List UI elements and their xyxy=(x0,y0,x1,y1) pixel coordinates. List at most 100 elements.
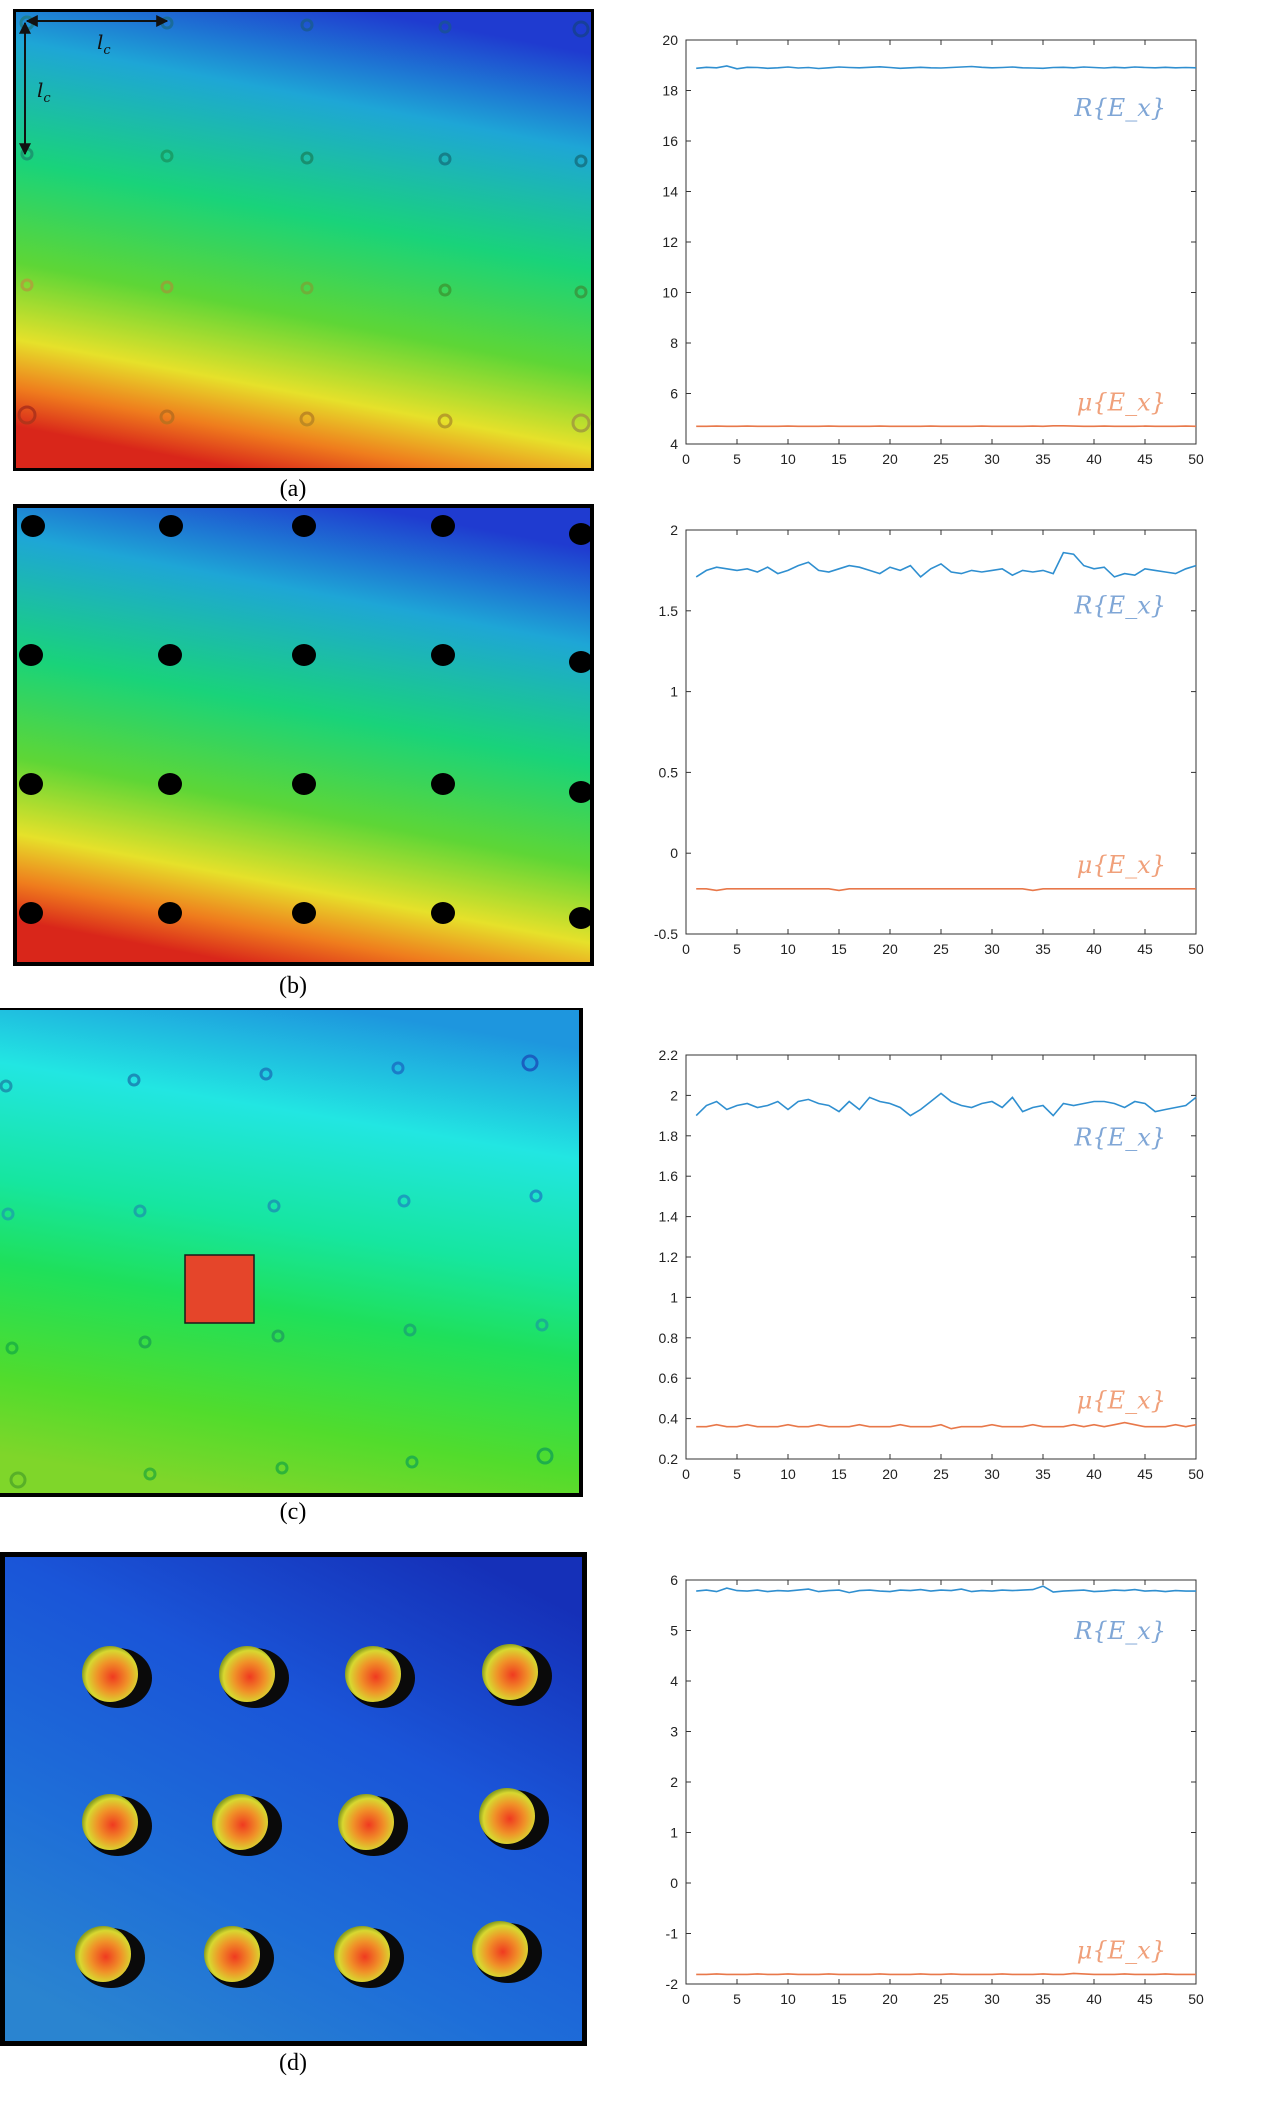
y-tick-label: 10 xyxy=(662,285,678,301)
y-tick-label: 1.6 xyxy=(659,1168,679,1184)
y-tick-label: 1.8 xyxy=(659,1128,679,1144)
x-tick-label: 50 xyxy=(1188,941,1204,957)
y-tick-label: 0.4 xyxy=(659,1411,679,1427)
x-tick-label: 20 xyxy=(882,1466,898,1482)
dome-markers-d xyxy=(75,1644,552,1988)
y-tick-label: 1.5 xyxy=(659,603,679,619)
y-tick-label: 1 xyxy=(670,684,678,700)
series-mu-line xyxy=(696,887,1196,892)
y-tick-label: 0.5 xyxy=(659,764,679,780)
y-tick-label: 16 xyxy=(662,133,678,149)
x-tick-label: 5 xyxy=(733,1466,741,1482)
x-tick-label: 25 xyxy=(933,1991,949,2007)
x-tick-label: 50 xyxy=(1188,1466,1204,1482)
x-tick-label: 25 xyxy=(933,451,949,467)
line-chart-d: 0 5 10 15 20 25 30 35 40 45 50 -2 -1 0 1 2 3 4 5 6 R{E_x} μ{E… xyxy=(630,1560,1240,2020)
x-tick-label: 40 xyxy=(1086,941,1102,957)
x-tick-label: 40 xyxy=(1086,451,1102,467)
y-tick-label: 0.2 xyxy=(659,1451,679,1467)
x-tick-label: 15 xyxy=(831,1466,847,1482)
x-tick-label: 5 xyxy=(733,1991,741,2007)
x-tick-label: 10 xyxy=(780,451,796,467)
y-tick-label: 3 xyxy=(670,1724,678,1740)
x-tick-label: 50 xyxy=(1188,1991,1204,2007)
y-tick-label: 0.6 xyxy=(659,1370,679,1386)
x-tick-label: 35 xyxy=(1035,1991,1051,2007)
series-R-label: R{E_x} xyxy=(1073,94,1166,122)
y-tick-label: 5 xyxy=(670,1623,678,1639)
dot-markers-b xyxy=(19,515,593,929)
y-tick-label: 2 xyxy=(670,522,678,538)
y-tick-label: 4 xyxy=(670,1673,678,1689)
x-tick-label: 15 xyxy=(831,1991,847,2007)
line-chart-a: 0 5 10 15 20 25 30 35 40 45 50 4 6 8 10 12 14 16 18 20 R{E_x… xyxy=(630,20,1240,480)
x-tick-label: 20 xyxy=(882,451,898,467)
x-tick-label: 10 xyxy=(780,941,796,957)
y-tick-label: 6 xyxy=(670,1572,678,1588)
x-tick-label: 45 xyxy=(1137,941,1153,957)
line-chart-c: 0 5 10 15 20 25 30 35 40 45 50 0.2 0.4 0.6 0.8 1 1.2 1.4 1… xyxy=(630,1035,1240,1495)
x-tick-label: 20 xyxy=(882,941,898,957)
series-R-line xyxy=(695,551,1197,578)
x-tick-label: 25 xyxy=(933,1466,949,1482)
y-tick-label: 1 xyxy=(670,1825,678,1841)
caption-c: (c) xyxy=(279,1499,307,1525)
x-tick-label: 30 xyxy=(984,451,1000,467)
x-tick-label: 0 xyxy=(682,941,690,957)
y-tick-label: 1.4 xyxy=(659,1209,679,1225)
x-tick-label: 25 xyxy=(933,941,949,957)
x-tick-label: 5 xyxy=(733,451,741,467)
caption-d: (d) xyxy=(279,2050,307,2076)
series-mu-label: μ{E_x} xyxy=(1077,851,1166,879)
y-tick-label: 1 xyxy=(670,1289,678,1305)
x-tick-label: 35 xyxy=(1035,451,1051,467)
y-tick-label: 1.2 xyxy=(659,1249,679,1265)
series-mu-line xyxy=(696,424,1197,428)
heatmap-a: lc lc xyxy=(13,9,594,471)
x-tick-label: 10 xyxy=(780,1991,796,2007)
x-tick-label: 0 xyxy=(682,1466,690,1482)
series-R-line xyxy=(696,1585,1196,1594)
x-tick-label: 40 xyxy=(1086,1466,1102,1482)
y-tick-label: 0.8 xyxy=(659,1330,679,1346)
x-tick-label: 30 xyxy=(984,1466,1000,1482)
y-tick-label: 2.2 xyxy=(659,1047,679,1063)
y-tick-label: 18 xyxy=(662,83,678,99)
y-tick-label: 0 xyxy=(670,845,678,861)
x-tick-label: 15 xyxy=(831,451,847,467)
y-tick-label: 8 xyxy=(670,335,678,351)
heatmap-b xyxy=(13,504,594,966)
x-tick-label: 35 xyxy=(1035,1466,1051,1482)
heatmap-d xyxy=(0,1552,587,2046)
x-tick-label: 0 xyxy=(682,451,690,467)
plot-frame xyxy=(685,39,1197,445)
y-tick-label: -0.5 xyxy=(654,926,678,942)
y-tick-label: 6 xyxy=(670,386,678,402)
series-R-label: R{E_x} xyxy=(1073,1617,1166,1645)
series-mu-label: μ{E_x} xyxy=(1077,1387,1166,1415)
x-tick-label: 35 xyxy=(1035,941,1051,957)
series-R-line xyxy=(695,1092,1197,1117)
series-R-label: R{E_x} xyxy=(1073,1123,1166,1151)
y-tick-label: 12 xyxy=(662,234,678,250)
series-mu-label: μ{E_x} xyxy=(1077,388,1166,416)
series-R-line xyxy=(696,65,1197,70)
x-tick-label: 45 xyxy=(1137,1466,1153,1482)
caption-b: (b) xyxy=(279,973,307,999)
ring-markers-a xyxy=(17,15,591,433)
caption-a: (a) xyxy=(279,476,307,502)
x-tick-label: 50 xyxy=(1188,451,1204,467)
x-tick-label: 15 xyxy=(831,941,847,957)
y-tick-label: 14 xyxy=(662,184,678,200)
x-tick-label: 10 xyxy=(780,1466,796,1482)
series-R-label: R{E_x} xyxy=(1073,592,1166,620)
x-tick-label: 20 xyxy=(882,1991,898,2007)
y-tick-label: 2 xyxy=(670,1087,678,1103)
y-tick-label: -2 xyxy=(666,1976,679,1992)
plot-frame xyxy=(685,529,1197,935)
orange-square xyxy=(184,1254,255,1324)
plot-frame xyxy=(685,1579,1197,1985)
heatmap-c xyxy=(0,1008,583,1497)
y-tick-label: 0 xyxy=(670,1875,678,1891)
series-mu-line xyxy=(696,1421,1197,1430)
